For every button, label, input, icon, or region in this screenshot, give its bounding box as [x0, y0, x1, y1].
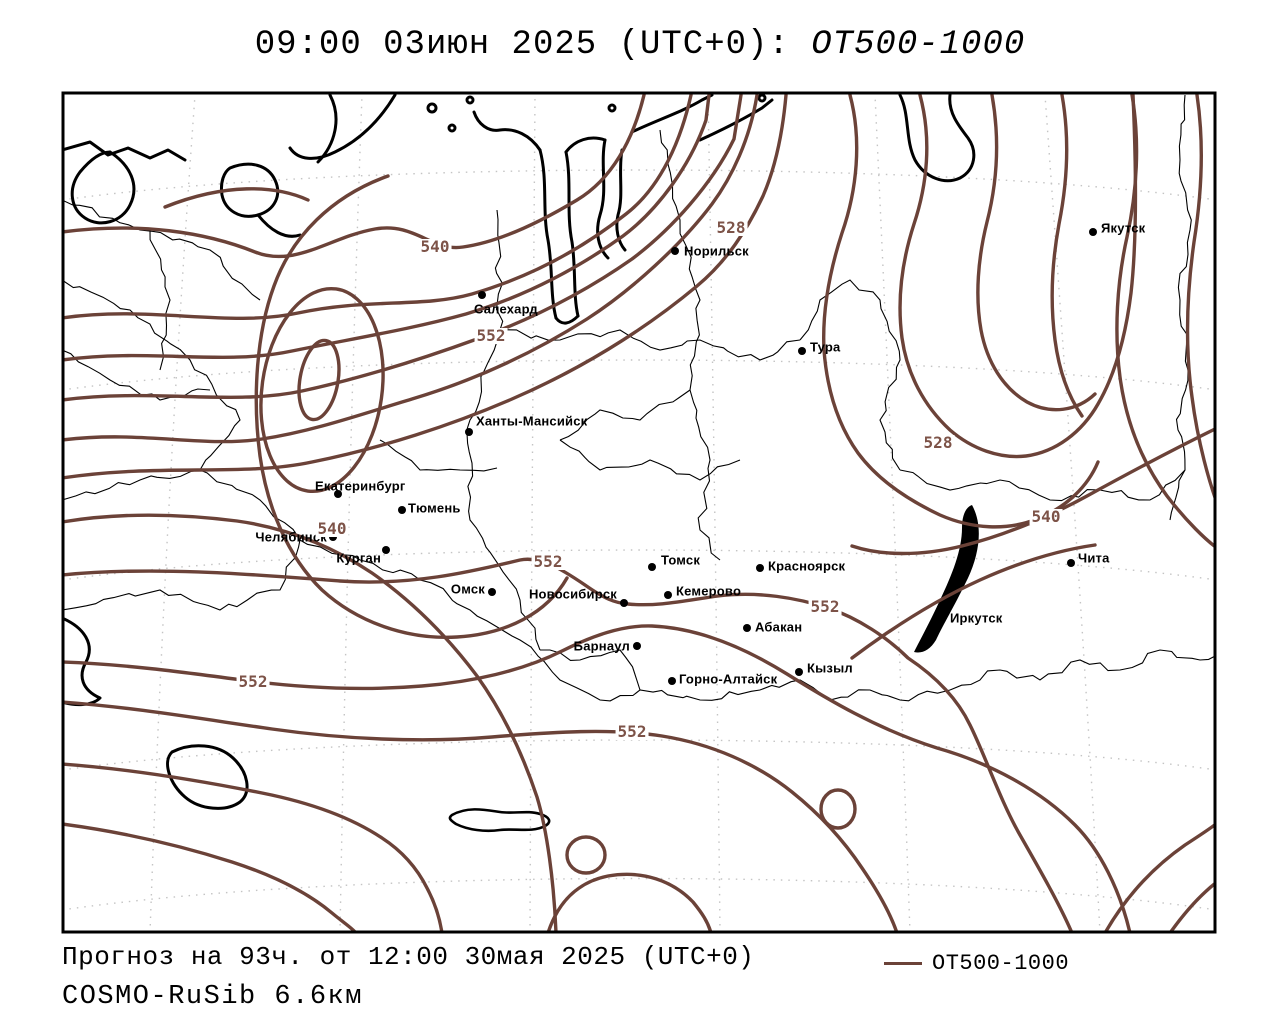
region-border-line	[759, 679, 951, 702]
lake-balkhash	[448, 808, 551, 833]
region-border-line	[149, 229, 171, 371]
region-border-line	[899, 469, 1186, 502]
region-border-line	[949, 649, 1214, 691]
island	[426, 102, 438, 114]
model-info-line: COSMO-RuSib 6.6км	[62, 982, 363, 1012]
page-title: 09:00 03июн 2025 (UTC+0): OT500-1000	[0, 26, 1280, 64]
forecast-info-line: Прогноз на 93ч. от 12:00 30мая 2025 (UTC…	[62, 942, 755, 972]
coast-yenisei	[630, 94, 714, 134]
region-border-line	[559, 439, 741, 481]
coast-kanin	[288, 94, 397, 160]
title-datetime: 09:00 03июн 2025 (UTC+0):	[254, 26, 812, 64]
legend: OT500-1000	[884, 951, 1069, 976]
graticule	[64, 94, 1214, 931]
contour-lines	[64, 94, 1214, 931]
coast-kola	[64, 140, 187, 162]
region-border-line	[299, 539, 761, 702]
region-border-line	[559, 389, 691, 441]
coast-taz-west	[596, 138, 610, 260]
coast-kola-lake	[70, 150, 136, 225]
region-border-line	[64, 350, 211, 401]
lake-aral	[166, 744, 249, 810]
island	[607, 103, 617, 113]
region-border-line	[659, 129, 721, 561]
island	[465, 95, 475, 105]
region-border-line	[64, 200, 261, 301]
coast-ob-gulf-east	[564, 150, 580, 318]
region-border-line	[1169, 94, 1192, 521]
coast-taymyr	[898, 94, 976, 183]
region-border-line	[466, 209, 541, 651]
lake-baikal	[914, 505, 979, 653]
region-border-line	[64, 280, 241, 500]
coast-yamal-west	[472, 110, 542, 152]
coast-ob-gulf-bottom	[554, 314, 580, 325]
region-border-line	[379, 439, 498, 472]
coast-white-sea-arm	[256, 213, 302, 238]
legend-label: OT500-1000	[932, 951, 1070, 976]
coastlines	[64, 94, 979, 833]
island	[447, 123, 457, 133]
coast-ob-gulf-west	[538, 148, 558, 320]
island	[757, 94, 767, 103]
title-field-name: OT500-1000	[811, 26, 1026, 64]
legend-contour-line-sample	[884, 962, 922, 965]
coast-taz-east	[615, 148, 627, 252]
map-frame	[61, 91, 1217, 934]
region-border-line	[64, 469, 301, 611]
region-borders	[64, 94, 1214, 702]
coast-yamal-east	[564, 136, 607, 154]
coast-pechora	[316, 94, 338, 164]
